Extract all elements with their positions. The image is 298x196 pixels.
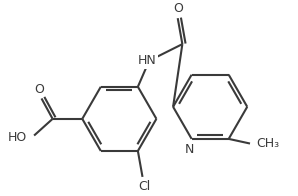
Text: Cl: Cl — [138, 180, 150, 193]
Text: O: O — [35, 83, 45, 96]
Text: HN: HN — [138, 54, 156, 67]
Text: N: N — [185, 143, 195, 156]
Text: O: O — [173, 2, 183, 15]
Text: HO: HO — [7, 131, 27, 144]
Text: CH₃: CH₃ — [257, 137, 280, 150]
